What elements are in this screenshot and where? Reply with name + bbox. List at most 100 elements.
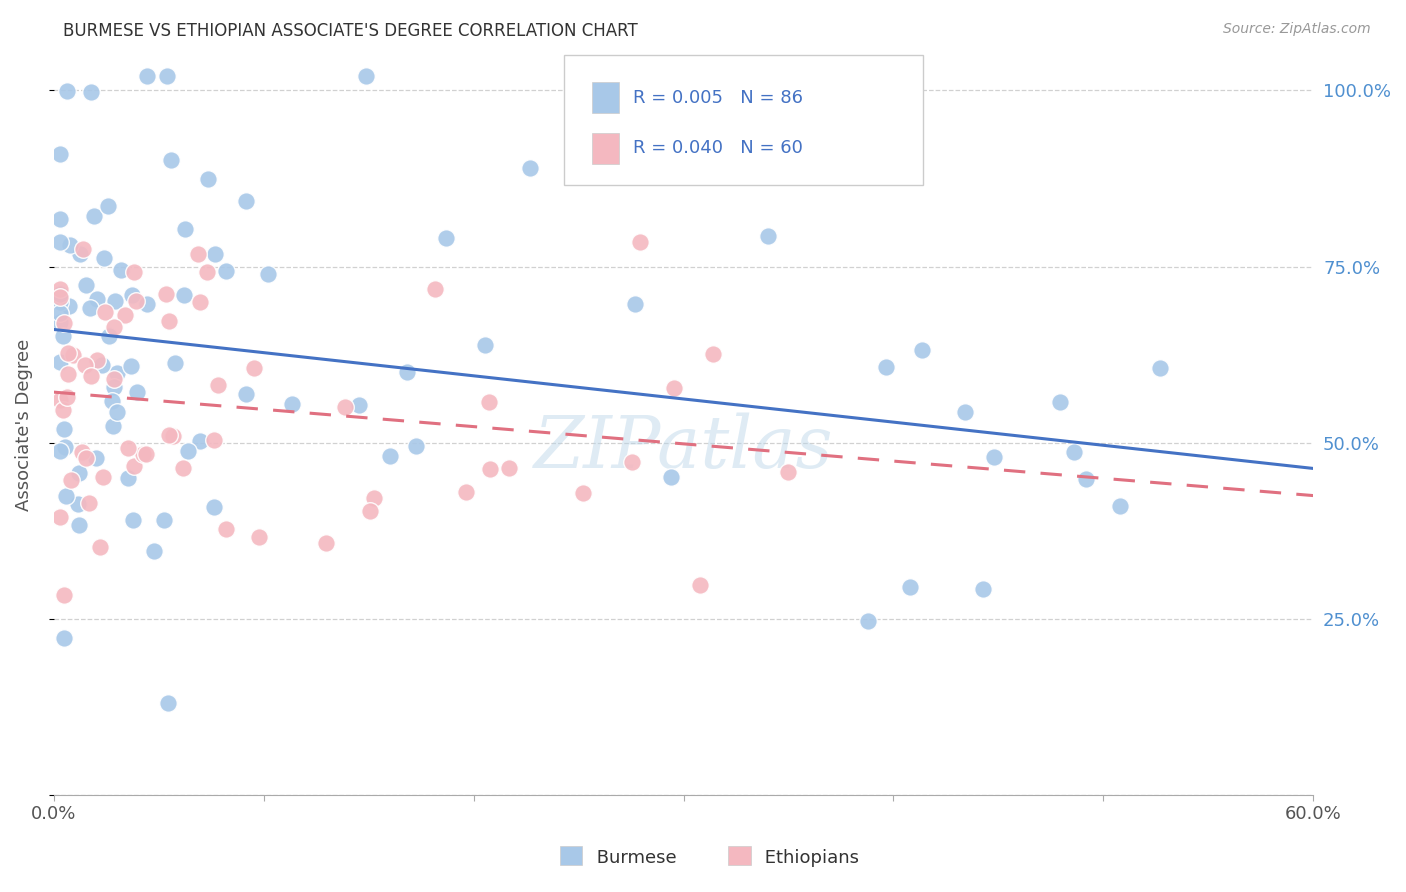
Point (89, 541, 111, 555)
Point (80, 85, 103, 99)
Point (628, 235, 651, 250)
Point (571, 486, 593, 500)
Point (58, 299, 80, 313)
Point (157, 428, 180, 442)
Point (49, 294, 72, 309)
Text: Ethiopians: Ethiopians (759, 849, 859, 867)
Point (153, 513, 176, 527)
Text: BURMESE VS ETHIOPIAN ASSOCIATE'S DEGREE CORRELATION CHART: BURMESE VS ETHIOPIAN ASSOCIATE'S DEGREE … (63, 22, 638, 40)
Point (107, 405, 129, 419)
Point (624, 297, 647, 311)
Point (659, 469, 682, 483)
Point (702, 347, 724, 361)
Point (49, 510, 72, 524)
Point (215, 523, 238, 537)
Point (77, 496, 100, 510)
Point (425, 281, 447, 295)
Point (235, 387, 257, 401)
Point (354, 70, 377, 84)
Point (662, 381, 685, 395)
Point (363, 491, 385, 505)
Point (55, 390, 77, 404)
Point (155, 287, 177, 301)
Point (1063, 444, 1085, 458)
Point (100, 393, 122, 408)
Point (359, 503, 381, 517)
Point (689, 577, 711, 591)
Point (110, 262, 132, 277)
Point (856, 615, 879, 629)
Point (80, 368, 103, 383)
Point (55, 489, 77, 503)
Point (49, 443, 72, 458)
Point (188, 295, 211, 310)
Point (235, 194, 257, 209)
Point (59, 473, 82, 487)
FancyBboxPatch shape (564, 55, 922, 185)
Point (49, 211, 72, 226)
Point (498, 460, 520, 475)
Point (454, 485, 477, 500)
Point (778, 465, 800, 479)
Point (49, 315, 72, 329)
Point (114, 308, 136, 322)
Point (204, 247, 226, 261)
Point (395, 365, 418, 379)
Point (67, 518, 90, 533)
Point (215, 264, 238, 278)
Point (1109, 500, 1132, 514)
Point (101, 419, 124, 434)
Point (621, 454, 644, 468)
Point (135, 70, 157, 84)
Point (79, 301, 101, 316)
Point (97, 199, 120, 213)
Point (156, 70, 179, 84)
Point (953, 405, 976, 419)
Point (1076, 472, 1098, 486)
Point (83, 209, 105, 223)
Point (142, 544, 165, 558)
Point (135, 446, 157, 460)
Point (136, 297, 159, 311)
Point (103, 372, 125, 386)
Point (49, 235, 72, 250)
Point (91, 470, 114, 484)
Point (121, 287, 143, 301)
Point (202, 434, 225, 448)
Point (49, 306, 72, 320)
Text: ZIPatlas: ZIPatlas (534, 412, 834, 483)
Point (132, 447, 155, 461)
Point (972, 582, 994, 597)
Point (1149, 361, 1171, 376)
Point (91, 358, 114, 372)
Point (59, 238, 82, 252)
Point (281, 397, 304, 411)
Point (204, 500, 226, 514)
Point (173, 222, 195, 236)
Text: R = 0.005   N = 86: R = 0.005 N = 86 (633, 89, 803, 107)
Point (117, 441, 139, 455)
Bar (592, 133, 619, 164)
Point (94, 305, 117, 319)
Point (103, 319, 125, 334)
Point (1049, 394, 1071, 409)
Point (103, 380, 125, 394)
Text: Source: ZipAtlas.com: Source: ZipAtlas.com (1223, 22, 1371, 37)
Point (105, 366, 128, 380)
Point (53, 316, 76, 330)
Point (335, 400, 357, 414)
Point (187, 246, 209, 260)
Point (479, 462, 502, 476)
Point (75, 278, 97, 293)
Point (75, 450, 97, 465)
Point (247, 530, 270, 544)
Point (75, 358, 97, 372)
Point (49, 354, 72, 368)
Point (242, 361, 264, 376)
Point (756, 229, 779, 244)
Point (117, 471, 139, 485)
Point (53, 632, 76, 646)
Point (52, 328, 75, 343)
Point (122, 513, 145, 527)
Point (157, 314, 180, 328)
